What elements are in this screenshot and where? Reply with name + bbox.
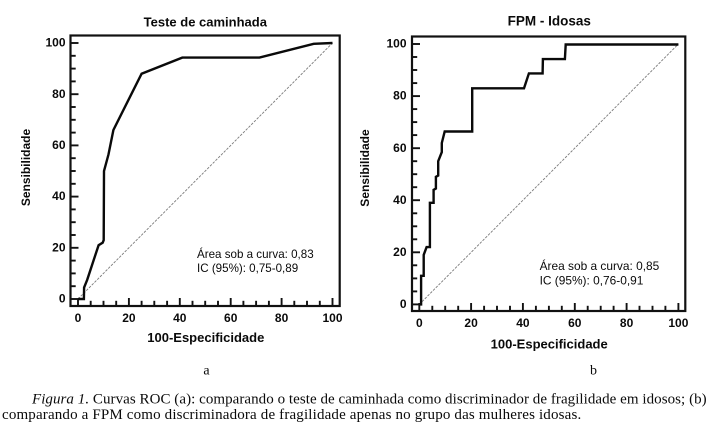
- svg-text:20: 20: [122, 311, 136, 325]
- svg-text:0: 0: [75, 311, 82, 325]
- svg-text:Área sob a curva: 0,85: Área sob a curva: 0,85: [540, 258, 660, 273]
- svg-text:60: 60: [393, 141, 407, 155]
- svg-text:100-Especificidade: 100-Especificidade: [491, 337, 608, 352]
- svg-text:IC (95%): 0,76-0,91: IC (95%): 0,76-0,91: [540, 273, 644, 287]
- svg-text:IC (95%): 0,75-0,89: IC (95%): 0,75-0,89: [197, 262, 298, 275]
- svg-text:100: 100: [668, 316, 688, 330]
- svg-text:80: 80: [275, 311, 289, 325]
- svg-text:Teste de caminhada: Teste de caminhada: [144, 14, 268, 29]
- svg-text:60: 60: [52, 138, 66, 152]
- svg-text:100-Especificidade: 100-Especificidade: [147, 330, 264, 345]
- svg-text:60: 60: [224, 311, 238, 325]
- svg-text:0: 0: [416, 316, 423, 330]
- svg-text:40: 40: [52, 189, 66, 203]
- svg-text:Sensibilidade: Sensibilidade: [19, 128, 33, 206]
- svg-text:60: 60: [568, 316, 582, 330]
- svg-text:40: 40: [173, 311, 187, 325]
- svg-text:100: 100: [45, 36, 65, 50]
- svg-text:Área sob a curva: 0,83: Área sob a curva: 0,83: [197, 248, 314, 261]
- svg-text:100: 100: [322, 311, 342, 325]
- svg-text:FPM - Idosas: FPM - Idosas: [508, 14, 591, 29]
- svg-text:a: a: [203, 364, 210, 379]
- svg-text:100: 100: [386, 37, 406, 51]
- svg-text:80: 80: [620, 316, 634, 330]
- svg-text:20: 20: [52, 240, 66, 254]
- svg-text:80: 80: [393, 89, 407, 103]
- svg-text:20: 20: [393, 245, 407, 259]
- svg-text:comparando a FPM como discrimi: comparando a FPM como discriminadora de …: [2, 407, 581, 423]
- svg-text:Sensibilidade: Sensibilidade: [358, 129, 372, 207]
- svg-text:20: 20: [464, 316, 478, 330]
- svg-text:0: 0: [59, 292, 66, 306]
- svg-text:40: 40: [393, 193, 407, 207]
- svg-text:Figura 1. Curvas ROC (a): comp: Figura 1. Curvas ROC (a): comparando o t…: [31, 392, 707, 408]
- svg-text:80: 80: [52, 87, 66, 101]
- svg-text:0: 0: [400, 297, 407, 311]
- svg-text:40: 40: [516, 316, 530, 330]
- svg-text:b: b: [590, 364, 597, 379]
